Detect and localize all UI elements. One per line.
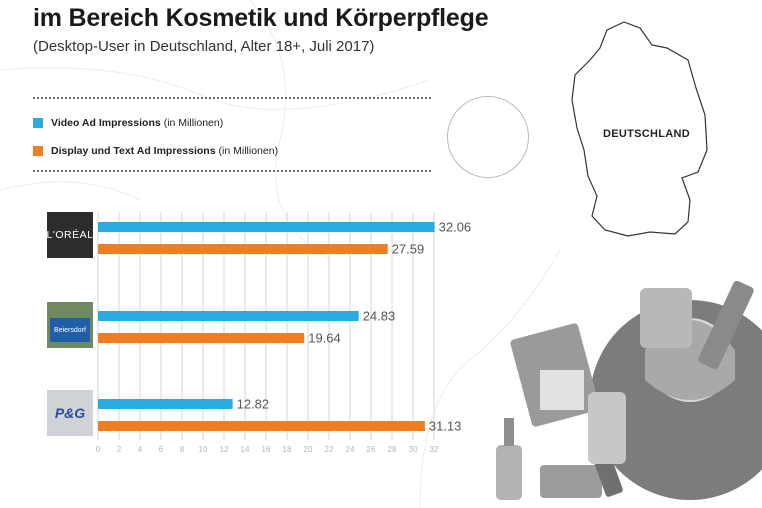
map-label: DEUTSCHLAND bbox=[603, 128, 691, 140]
legend-swatch-display bbox=[33, 146, 43, 156]
legend-unit-video: (in Millionen) bbox=[163, 117, 224, 129]
jar-shape bbox=[540, 465, 602, 498]
page-subtitle: (Desktop-User in Deutschland, Alter 18+,… bbox=[33, 38, 375, 55]
germany-map bbox=[571, 21, 708, 237]
loreal-logo-text: L'ORÉAL bbox=[47, 229, 93, 241]
legend-item-video: Video Ad Impressions (in Millionen) bbox=[33, 117, 223, 129]
bar-value-labels: 32.06 27.59 24.83 19.64 12.82 31.13 bbox=[237, 220, 472, 434]
x-tick-label: 14 bbox=[241, 445, 250, 454]
bar-value-label: 12.82 bbox=[237, 397, 270, 412]
legend-swatch-video bbox=[33, 118, 43, 128]
x-tick-label: 20 bbox=[304, 445, 313, 454]
bar-display bbox=[98, 333, 305, 343]
x-tick-label: 32 bbox=[430, 445, 439, 454]
x-tick-label: 10 bbox=[199, 445, 208, 454]
legend-label-video: Video Ad Impressions bbox=[51, 117, 161, 129]
x-tick-label: 16 bbox=[262, 445, 271, 454]
bar-value-label: 27.59 bbox=[392, 242, 425, 257]
flag-badge bbox=[447, 96, 529, 178]
x-tick-label: 22 bbox=[325, 445, 334, 454]
pg-logo: P&G bbox=[47, 390, 93, 436]
cosmetics-illustration bbox=[496, 280, 762, 500]
legend-item-display: Display und Text Ad Impressions (in Mill… bbox=[33, 145, 278, 157]
beiersdorf-logo-text: Beiersdorf bbox=[54, 326, 86, 334]
x-tick-label: 6 bbox=[159, 445, 164, 454]
legend-label-display: Display und Text Ad Impressions bbox=[51, 145, 216, 157]
beiersdorf-logo-plate: Beiersdorf bbox=[50, 318, 90, 342]
bar-video bbox=[98, 399, 233, 409]
dotted-divider-top bbox=[33, 97, 431, 99]
bar-display bbox=[98, 421, 425, 431]
x-axis-ticks: 0 2 4 6 8 10 12 14 16 18 20 22 24 26 28 30 32 bbox=[96, 445, 439, 454]
pg-logo-text: P&G bbox=[54, 405, 86, 421]
x-tick-label: 28 bbox=[388, 445, 397, 454]
tube-shape bbox=[698, 280, 754, 370]
x-tick-label: 2 bbox=[117, 445, 122, 454]
x-tick-label: 4 bbox=[138, 445, 143, 454]
dropper-cap bbox=[504, 418, 514, 446]
cream-bottle bbox=[640, 288, 692, 348]
x-tick-label: 18 bbox=[283, 445, 292, 454]
bar-video bbox=[98, 311, 359, 321]
bar-display bbox=[98, 244, 388, 254]
bar-value-label: 32.06 bbox=[439, 220, 472, 235]
chart-bars bbox=[98, 222, 435, 431]
bar-value-label: 19.64 bbox=[308, 331, 341, 346]
beiersdorf-logo: Beiersdorf bbox=[47, 302, 93, 348]
x-tick-label: 8 bbox=[180, 445, 185, 454]
x-tick-label: 12 bbox=[220, 445, 229, 454]
x-tick-label: 0 bbox=[96, 445, 101, 454]
x-tick-label: 30 bbox=[409, 445, 418, 454]
page-title: im Bereich Kosmetik und Körperpflege bbox=[33, 4, 489, 32]
bar-value-label: 24.83 bbox=[363, 309, 396, 324]
x-tick-label: 26 bbox=[367, 445, 376, 454]
bar-video bbox=[98, 222, 435, 232]
loreal-logo: L'ORÉAL bbox=[47, 212, 93, 258]
x-tick-label: 24 bbox=[346, 445, 355, 454]
palette-pans bbox=[540, 370, 584, 410]
bottle-shape bbox=[588, 392, 626, 464]
legend-unit-display: (in Millionen) bbox=[218, 145, 279, 157]
dropper-bottle bbox=[496, 445, 522, 500]
bar-value-label: 31.13 bbox=[429, 419, 462, 434]
dotted-divider-bottom bbox=[33, 170, 431, 172]
